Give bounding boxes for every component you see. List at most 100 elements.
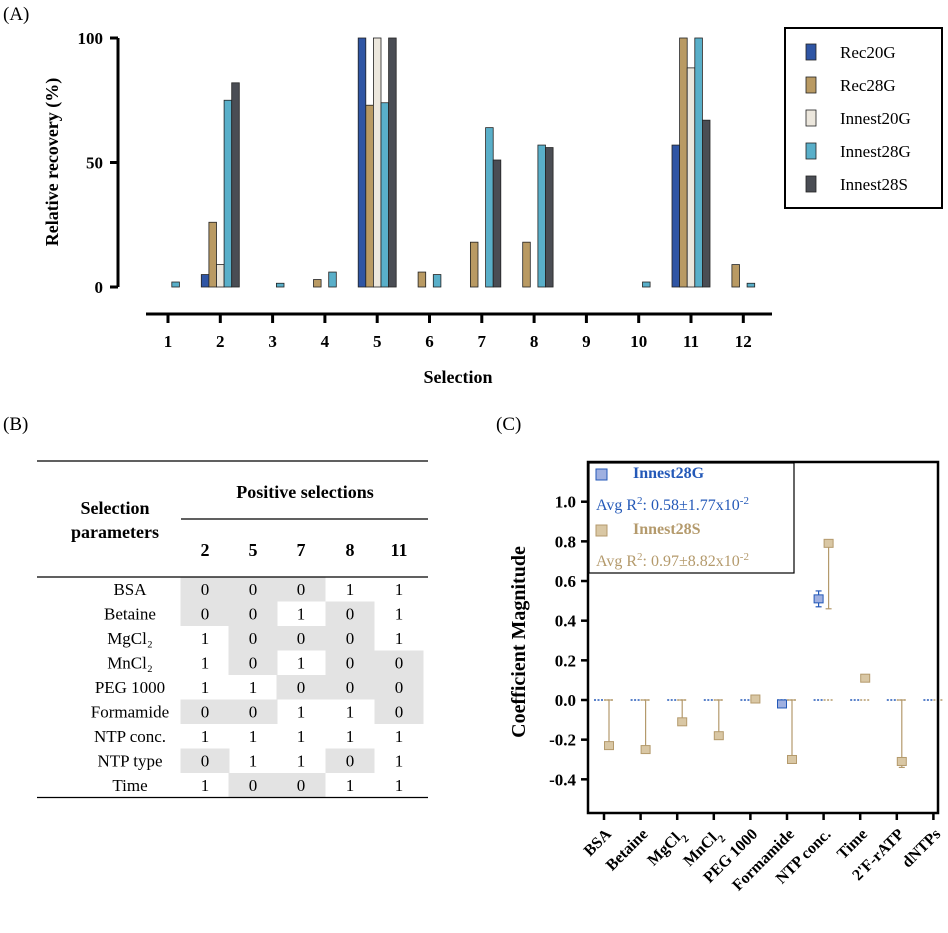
chart-a-xtick-label: 7 — [478, 332, 487, 351]
bar-rec20g-sel-2 — [200, 274, 210, 288]
legend-swatch-rec20g — [805, 43, 817, 61]
chart-c-frame — [586, 460, 940, 815]
table-cell-shade — [228, 699, 278, 724]
table-cell: 0 — [346, 654, 355, 673]
bar-rec28g-sel-4 — [313, 279, 322, 288]
bar-innest28s-sel-2 — [231, 82, 240, 288]
table-cell-shade — [180, 577, 230, 602]
bar-innest28g-sel-12 — [746, 282, 756, 288]
bar-innest28g-sel-1 — [171, 281, 180, 288]
coef-marker-innest28s-formamide — [787, 754, 797, 764]
legend-label-rec28g: Rec28G — [840, 76, 896, 95]
table-cell-shade — [276, 577, 326, 602]
table-cell: 0 — [297, 776, 306, 795]
table-cell: 1 — [249, 752, 258, 771]
table-cell: 0 — [249, 654, 258, 673]
table-cell-shade — [228, 577, 278, 602]
bar-rec28g-sel-7 — [469, 241, 479, 288]
chart-c-xtick-label: Betaine — [603, 826, 651, 874]
table-cell: 0 — [346, 678, 355, 697]
coef-marker-innest28s-mgcl2 — [677, 717, 688, 727]
chart-a-xtick-label: 2 — [216, 332, 225, 351]
table-cell-shade — [276, 626, 326, 651]
bar-innest28g-sel-11 — [694, 37, 703, 288]
table-b: Selection parameters Positive selections… — [37, 460, 428, 799]
table-cell: 1 — [249, 727, 258, 746]
table-cell: 1 — [346, 727, 355, 746]
bar-innest28s-sel-7 — [492, 159, 502, 288]
bar-rec28g-sel-8 — [522, 241, 531, 288]
table-row-label: Formamide — [91, 703, 169, 722]
coef-marker-innest28s-2-f-ratp — [896, 756, 907, 766]
bar-innest20g-sel-2 — [216, 264, 225, 288]
table-cell: 1 — [297, 605, 306, 624]
table-col-header-2: 2 — [201, 540, 210, 560]
bar-rec20g-sel-5 — [357, 37, 367, 288]
legend-r2-innest28s: Avg R2: 0.97±8.82x10-2 — [596, 551, 749, 570]
table-cell: 1 — [297, 752, 306, 771]
table-cell: 0 — [201, 605, 210, 624]
bar-innest28g-sel-3 — [275, 282, 285, 288]
table-cell-shade — [276, 773, 326, 798]
chart-a-xtick-label: 5 — [373, 332, 382, 351]
bar-rec28g-sel-11 — [679, 37, 688, 288]
chart-a-ylabel: Relative recovery (%) — [42, 78, 63, 247]
chart-c-ytick-label: 0.4 — [555, 612, 577, 631]
legend-label-innest28g: Innest28G — [840, 142, 911, 161]
table-cell-shade — [180, 601, 230, 626]
chart-c-xtick-label: dNTPs — [899, 826, 944, 871]
chart-a-xtick-label: 10 — [630, 332, 647, 351]
table-cell-shade — [228, 626, 278, 651]
table-cell: 0 — [395, 654, 404, 673]
chart-c-ytick-label: 0.0 — [555, 691, 576, 710]
table-cell-shade — [325, 748, 375, 773]
table-cell: 0 — [395, 703, 404, 722]
table-cell-shade — [276, 675, 326, 700]
table-cell: 0 — [249, 629, 258, 648]
table-cell: 1 — [297, 703, 306, 722]
chart-c-ytick-label: 0.6 — [555, 572, 576, 591]
bar-innest28s-sel-11 — [702, 119, 711, 288]
table-cell: 1 — [395, 752, 404, 771]
table-cell-shade — [325, 626, 375, 651]
table-cell: 1 — [395, 776, 404, 795]
table-cell: 1 — [346, 580, 355, 599]
table-cell-shade — [325, 675, 375, 700]
table-cell-shade — [325, 650, 375, 675]
table-row-label: MnCl₂ — [107, 654, 153, 673]
legend-swatch-innest28g — [595, 468, 608, 481]
table-cell: 0 — [297, 678, 306, 697]
table-cell: 1 — [395, 580, 404, 599]
table-cell: 0 — [249, 703, 258, 722]
table-header-group: Positive selections — [236, 482, 373, 502]
chart-a-xtick-label: 4 — [321, 332, 330, 351]
chart-c-ytick-label: -0.2 — [549, 731, 576, 750]
panel-label-b: (B) — [3, 414, 28, 435]
table-cell: 1 — [201, 654, 210, 673]
table-header-param-2: parameters — [71, 522, 159, 542]
table-cell-shade — [374, 650, 424, 675]
table-cell-shade — [228, 650, 278, 675]
table-cell: 1 — [297, 654, 306, 673]
chart-a-ytick-label: 50 — [86, 154, 103, 173]
table-cell: 1 — [201, 678, 210, 697]
bar-innest28s-sel-5 — [388, 37, 397, 288]
bar-rec28g-sel-2 — [208, 221, 217, 288]
table-cell: 1 — [346, 776, 355, 795]
legend-label-innest28s: Innest28S — [633, 521, 701, 538]
table-cell-shade — [180, 748, 230, 773]
table-cell: 1 — [201, 727, 210, 746]
table-cell: 1 — [395, 629, 404, 648]
chart-a-xtick-label: 6 — [425, 332, 434, 351]
bar-innest28g-sel-7 — [485, 127, 494, 288]
chart-c-ytick-label: 0.2 — [555, 651, 576, 670]
table-cell: 0 — [297, 580, 306, 599]
table-cell: 0 — [346, 752, 355, 771]
table-cell-shade — [228, 601, 278, 626]
legend-label-innest20g: Innest20G — [840, 109, 911, 128]
coef-marker-innest28s-time — [860, 673, 871, 683]
table-cell-shade — [228, 773, 278, 798]
bar-innest28g-sel-4 — [328, 271, 337, 288]
coef-marker-innest28g-formamide — [777, 699, 787, 709]
chart-c-ytick-label: -0.4 — [549, 770, 576, 789]
